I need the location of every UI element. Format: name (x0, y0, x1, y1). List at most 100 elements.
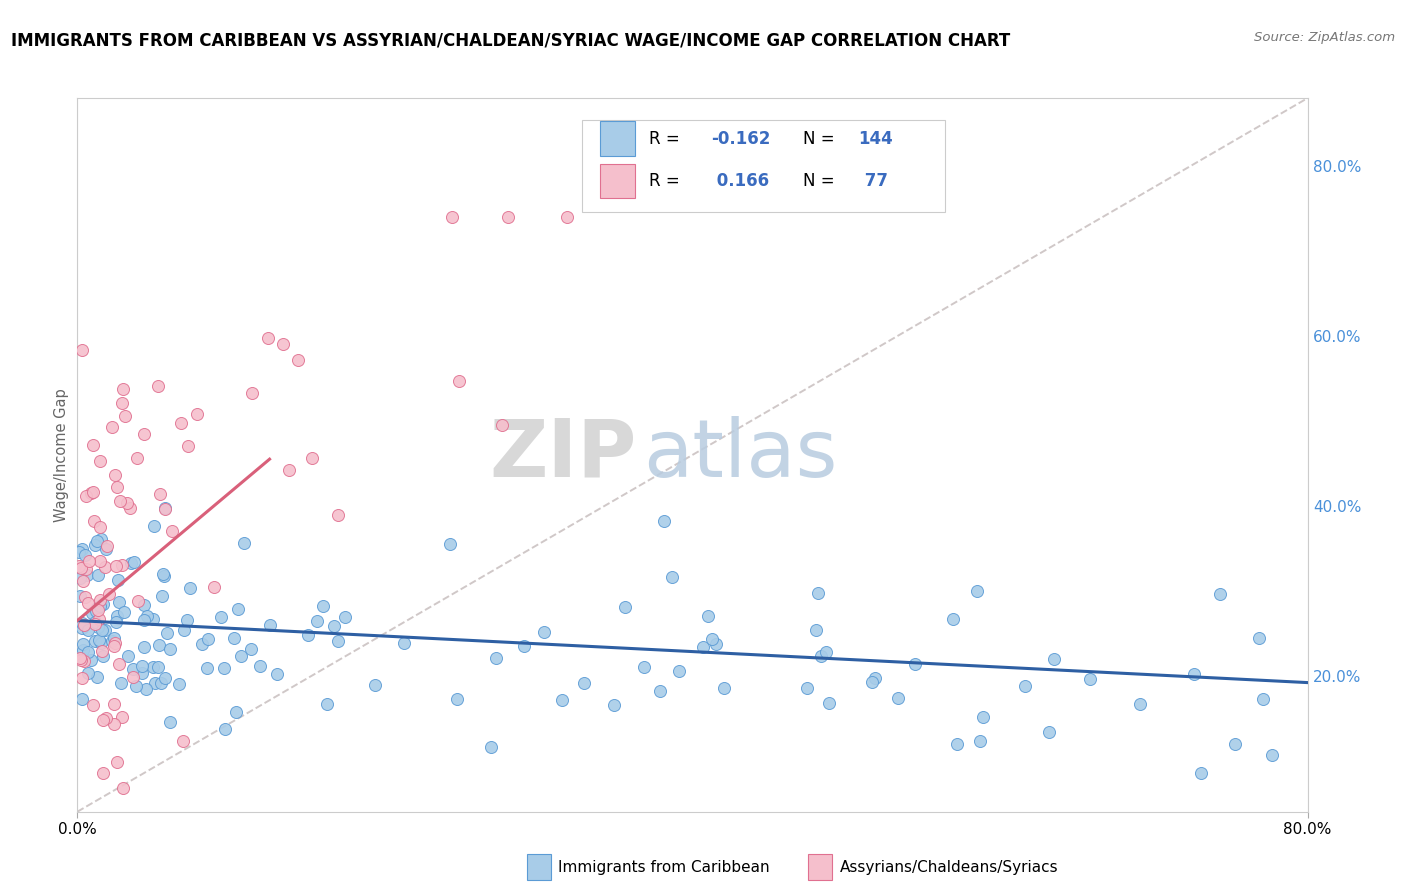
Point (76, 568, 98, 582)
Point (240, 641, 263, 656)
Point (83, 537, 105, 551)
Point (84, 617, 107, 632)
Point (87, 620, 110, 634)
Point (143, 675, 166, 690)
Point (94, 623, 117, 637)
Point (125, 679, 148, 693)
Point (633, 660, 655, 674)
Point (73, 654, 96, 668)
Point (70, 621, 93, 635)
Text: -0.162: -0.162 (711, 129, 770, 147)
Bar (600, 164, 634, 198)
Point (114, 409, 136, 423)
Point (696, 609, 718, 624)
Point (173, 623, 195, 637)
Point (82, 484, 104, 499)
Point (1182, 667, 1205, 681)
Point (446, 692, 468, 706)
Point (91, 765, 114, 780)
Point (87, 568, 110, 582)
Point (1014, 679, 1036, 693)
Point (212, 661, 235, 675)
Point (142, 660, 165, 674)
Point (82, 438, 104, 452)
Point (108, 657, 131, 671)
Point (966, 583, 988, 598)
Point (650, 684, 672, 698)
Point (485, 651, 508, 665)
Point (70, 671, 93, 685)
Point (496, 210, 519, 224)
Point (233, 536, 256, 550)
Point (132, 598, 155, 612)
Point (75, 549, 97, 563)
Point (810, 648, 832, 663)
Point (1249, 632, 1271, 646)
Point (103, 639, 125, 653)
Point (77, 554, 100, 568)
Point (135, 681, 157, 696)
Point (197, 632, 219, 647)
Point (69, 571, 91, 585)
Point (202, 580, 225, 594)
Point (111, 710, 134, 724)
Point (142, 612, 165, 626)
Point (103, 698, 125, 712)
Point (231, 648, 253, 663)
Point (101, 419, 124, 434)
Point (364, 678, 387, 692)
Point (93, 560, 115, 574)
Point (82, 698, 104, 713)
Point (818, 696, 841, 710)
Point (108, 494, 131, 508)
Point (195, 661, 218, 675)
Point (86, 534, 108, 549)
Point (159, 715, 181, 730)
Point (148, 638, 170, 652)
Point (969, 734, 991, 748)
Point (111, 558, 134, 573)
Point (103, 716, 125, 731)
Point (131, 665, 153, 680)
Point (134, 640, 156, 655)
Point (105, 608, 128, 623)
Point (117, 649, 139, 664)
Point (150, 589, 173, 603)
Text: N =: N = (803, 129, 839, 147)
Point (328, 634, 350, 648)
Point (121, 662, 143, 676)
Text: N =: N = (803, 172, 839, 190)
Point (136, 609, 159, 624)
Text: R =: R = (650, 129, 685, 147)
Point (661, 570, 683, 584)
Point (132, 426, 155, 441)
Point (89, 632, 111, 647)
Point (112, 605, 135, 619)
Point (652, 514, 675, 528)
Point (1189, 765, 1212, 780)
Point (101, 634, 124, 648)
Point (249, 658, 271, 673)
Point (153, 502, 176, 516)
Point (224, 631, 246, 645)
Text: R =: R = (650, 172, 685, 190)
Point (107, 573, 129, 587)
Point (70, 542, 93, 557)
Point (89, 520, 111, 534)
Point (76, 623, 98, 637)
FancyBboxPatch shape (582, 120, 945, 212)
Point (392, 636, 415, 650)
Point (76, 665, 98, 680)
Point (277, 463, 299, 477)
Point (796, 681, 818, 695)
Point (167, 677, 190, 691)
Point (491, 418, 513, 433)
Point (90, 623, 112, 637)
Point (121, 670, 143, 684)
Point (301, 450, 323, 465)
Point (305, 614, 328, 628)
Point (323, 619, 346, 633)
Point (1223, 738, 1246, 752)
Point (72, 574, 94, 588)
Point (479, 739, 502, 754)
